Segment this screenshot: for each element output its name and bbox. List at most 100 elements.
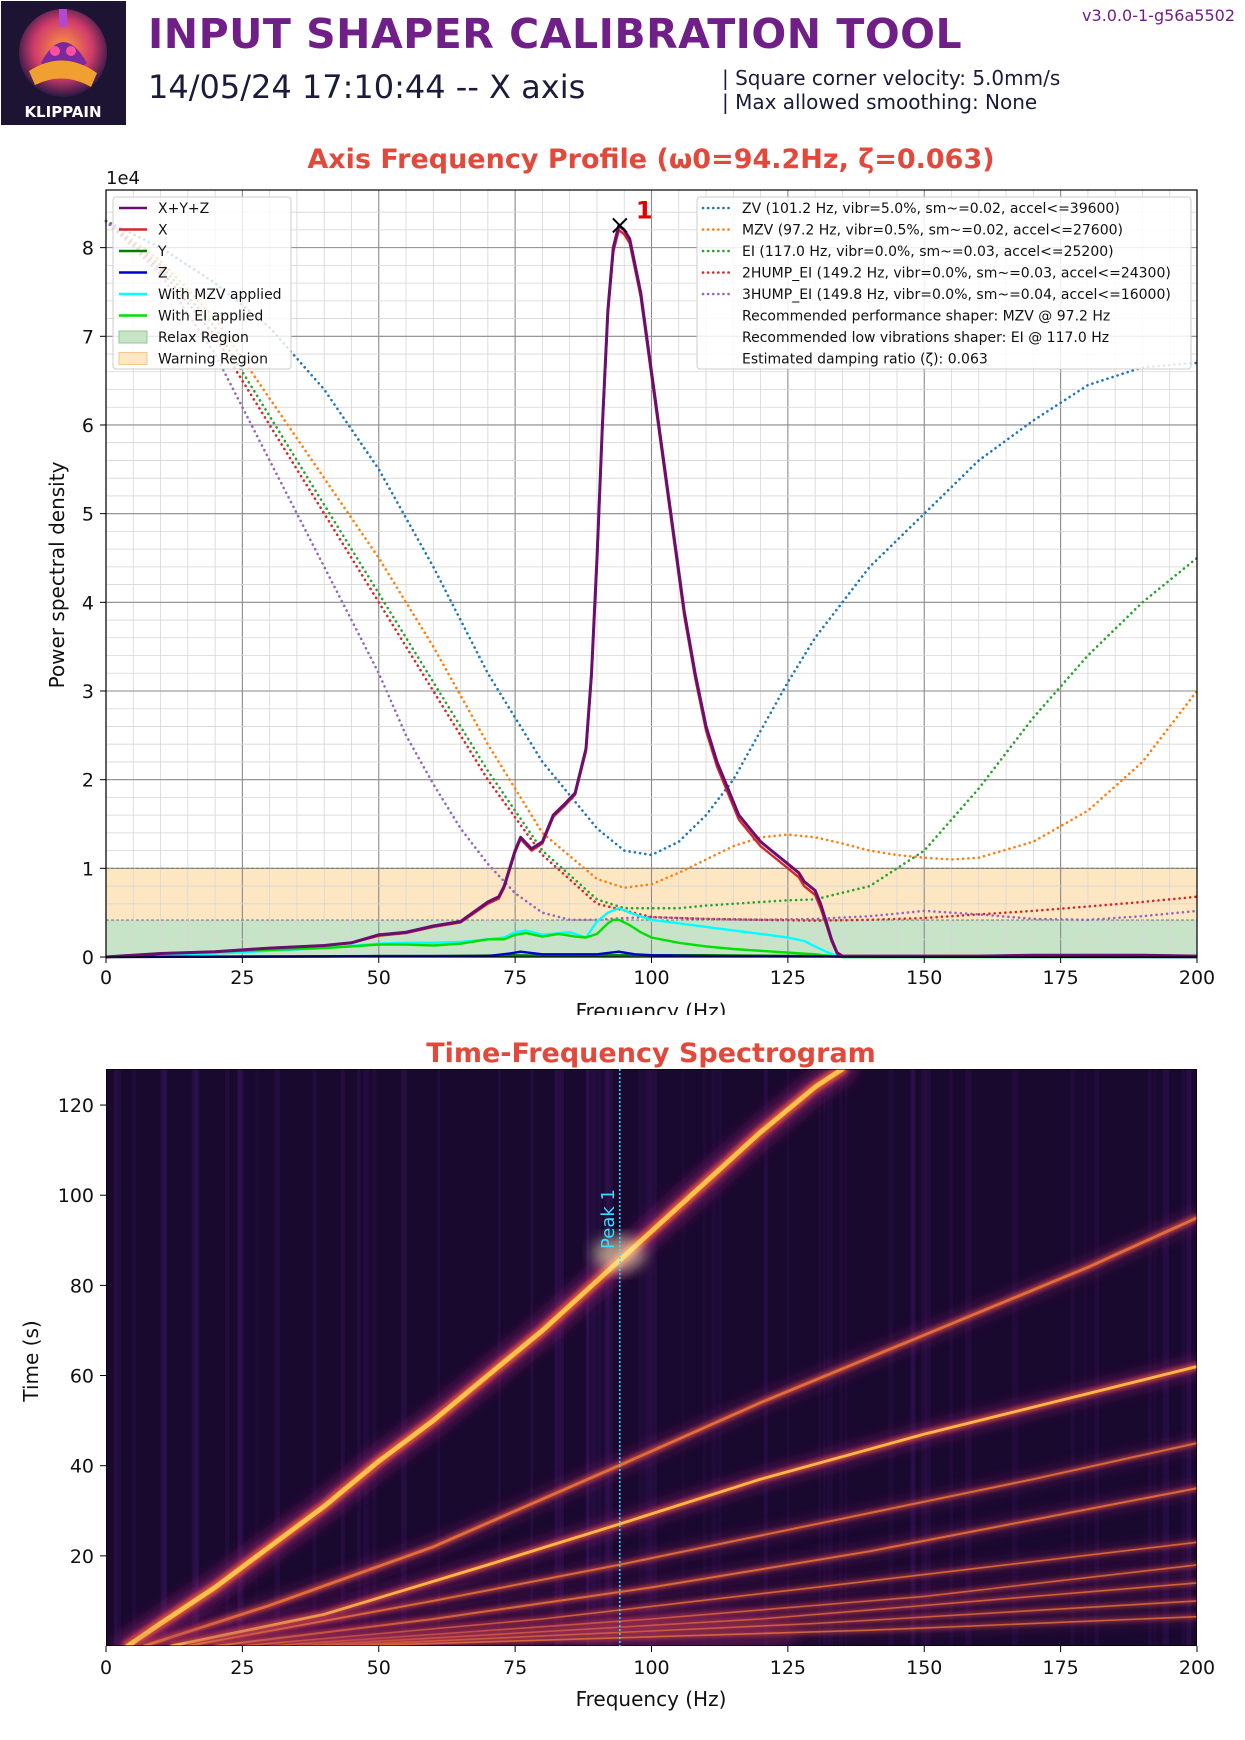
noise-band (1186, 1069, 1192, 1646)
noise-band (823, 1069, 826, 1646)
noise-band (585, 1069, 590, 1646)
noise-band (274, 1069, 281, 1646)
header: KLIPPAIN INPUT SHAPER CALIBRATION TOOL 1… (0, 0, 1245, 135)
noise-band (646, 1069, 652, 1646)
noise-band (597, 1069, 600, 1646)
noise-band (763, 1069, 768, 1646)
series-lines (104, 219, 1199, 959)
chart-title: Axis Frequency Profile (ω0=94.2Hz, ζ=0.0… (307, 144, 994, 175)
noise-band (1152, 1069, 1158, 1646)
legend-entry: MZV (97.2 Hz, vibr=0.5%, sm~=0.02, accel… (742, 223, 1123, 239)
noise-band (717, 1069, 722, 1646)
ridge-core (170, 1365, 1197, 1646)
spectrogram-x-axis-label: Frequency (Hz) (576, 1687, 727, 1711)
noise-band (1083, 1069, 1088, 1646)
series-line-x-y-z (105, 224, 1198, 959)
page-subtitle: 14/05/24 17:10:44 -- X axis (148, 68, 586, 106)
logo-text: KLIPPAIN (24, 103, 101, 121)
noise-band (949, 1069, 953, 1646)
x-tick-label: 175 (1042, 967, 1078, 989)
x-tick-label: 50 (367, 967, 391, 989)
noise-band (1148, 1069, 1152, 1646)
spectrogram-ridges (106, 1069, 1197, 1646)
noise-band (554, 1069, 558, 1646)
noise-band (1162, 1069, 1170, 1646)
series-line-with-ei-applied (105, 918, 1197, 959)
noise-band (888, 1069, 894, 1646)
spectrogram-peak-marker: Peak 1 (598, 1069, 621, 1646)
noise-band (1094, 1069, 1100, 1646)
noise-band (617, 1069, 621, 1646)
klippain-logo: KLIPPAIN (1, 1, 126, 125)
x-tick-label: 100 (633, 1657, 669, 1679)
legend-entry: Relax Region (158, 330, 249, 346)
x-tick-label: 0 (100, 1657, 112, 1679)
y-tick-label: 60 (70, 1366, 94, 1388)
noise-band (132, 1069, 136, 1646)
noise-band (844, 1069, 848, 1646)
spectrogram-axis-ticks: 0 25 50 75 100 125 150 175 200 20 40 60 80 100 120 (58, 1095, 1215, 1679)
x-tick-label: 150 (906, 1657, 942, 1679)
peak-marker: 1 (612, 196, 653, 234)
y-tick-label: 80 (70, 1275, 94, 1297)
y-tick-label: 2 (82, 770, 94, 792)
x-tick-label: 200 (1179, 967, 1215, 989)
y-tick-label: 0 (82, 947, 94, 969)
noise-band (587, 1069, 590, 1646)
x-axis-label: Frequency (Hz) (576, 999, 727, 1015)
legend-entry: ZV (101.2 Hz, vibr=5.0%, sm~=0.02, accel… (742, 201, 1120, 217)
noise-band (191, 1069, 199, 1646)
y-tick-label: 20 (70, 1546, 94, 1568)
ridge-core (241, 1541, 1197, 1646)
noise-band (400, 1069, 407, 1646)
noise-band (650, 1069, 657, 1646)
series-line-mzv (104, 219, 1199, 890)
noise-band (115, 1069, 121, 1646)
y-axis-label: Power spectral density (45, 461, 69, 688)
legend-left-box (112, 196, 292, 370)
legend-entry: 2HUMP_EI (149.2 Hz, vibr=0.0%, sm~=0.03,… (742, 266, 1171, 282)
noise-band (160, 1069, 168, 1646)
noise-band (910, 1069, 914, 1646)
noise-band (255, 1069, 258, 1646)
noise-band (606, 1069, 613, 1646)
noise-band (162, 1069, 167, 1646)
legend-right-box (696, 196, 1192, 370)
noise-band (196, 1069, 199, 1646)
x-tick-label: 150 (906, 967, 942, 989)
noise-band (224, 1069, 230, 1646)
noise-band (924, 1069, 931, 1646)
x-tick-label: 50 (367, 1657, 391, 1679)
spectrogram-chart: Time-Frequency Spectrogram Peak 1 0 25 50 7… (19, 1038, 1215, 1711)
legend-entry: Recommended performance shaper: MZV @ 97… (742, 309, 1110, 325)
series-line-ei (104, 219, 1199, 910)
noise-band (340, 1069, 345, 1646)
legend-entry: EI (117.0 Hz, vibr=0.0%, sm~=0.03, accel… (742, 244, 1114, 260)
peak-x-marker (612, 217, 628, 234)
legend-left: X+Y+Z XYZ With MZV applied With EI applied R… (112, 196, 292, 370)
noise-band (681, 1069, 686, 1646)
y-tick-label: 120 (58, 1095, 94, 1117)
frequency-profile-chart: Axis Frequency Profile (ω0=94.2Hz, ζ=0.0… (45, 144, 1215, 1015)
noise-band (644, 1069, 648, 1646)
noise-band (437, 1069, 440, 1646)
axis-ticks: 0 25 50 75 100 125 150 175 200 0 1 2 3 4 5 6 7 8 (82, 238, 1215, 989)
ridge-core (125, 1069, 845, 1646)
noise-band (603, 1069, 611, 1646)
noise-band (372, 1069, 377, 1646)
noise-wash (106, 1069, 1197, 1646)
ridge-core (214, 1487, 1197, 1646)
legend-entry: Recommended low vibrations shaper: EI @ … (742, 330, 1109, 346)
version-label: v3.0.0-1-g56a5502 (1082, 6, 1235, 25)
noise-band (113, 1069, 118, 1646)
noise-band (364, 1069, 370, 1646)
logo-icon: KLIPPAIN (1, 1, 126, 125)
x-tick-label: 125 (770, 967, 806, 989)
legend-entry: 3HUMP_EI (149.8 Hz, vibr=0.0%, sm~=0.04,… (742, 287, 1171, 303)
noise-band (192, 1069, 200, 1646)
spectrogram-y-axis-label: Time (s) (19, 1320, 43, 1402)
y-tick-label: 8 (82, 238, 94, 260)
spectrogram-title: Time-Frequency Spectrogram (426, 1038, 876, 1069)
spectrogram-background (106, 1069, 1197, 1646)
noise-band (530, 1069, 534, 1646)
